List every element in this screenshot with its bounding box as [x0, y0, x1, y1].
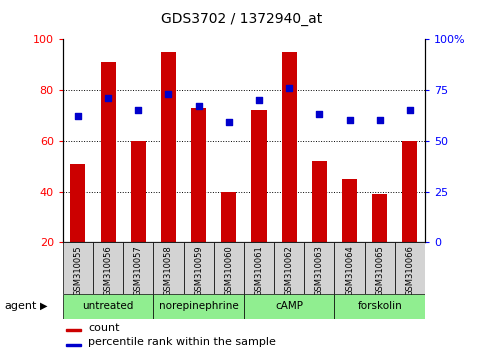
Bar [67, 329, 81, 331]
Bar [161, 52, 176, 242]
FancyBboxPatch shape [274, 242, 304, 294]
Bar [221, 192, 236, 242]
FancyBboxPatch shape [244, 294, 334, 319]
Text: GSM310063: GSM310063 [315, 245, 324, 296]
FancyBboxPatch shape [93, 242, 123, 294]
Text: GSM310055: GSM310055 [73, 245, 83, 296]
Point [74, 114, 82, 119]
FancyBboxPatch shape [334, 242, 365, 294]
FancyBboxPatch shape [395, 242, 425, 294]
Text: GSM310065: GSM310065 [375, 245, 384, 296]
Bar [71, 164, 85, 242]
Text: ▶: ▶ [40, 301, 48, 311]
Text: GSM310066: GSM310066 [405, 245, 414, 296]
FancyBboxPatch shape [365, 242, 395, 294]
Bar [372, 194, 387, 242]
FancyBboxPatch shape [63, 242, 93, 294]
Text: GSM310062: GSM310062 [284, 245, 294, 296]
Point [134, 107, 142, 113]
Bar [312, 161, 327, 242]
Bar [131, 141, 146, 242]
FancyBboxPatch shape [334, 294, 425, 319]
Text: cAMP: cAMP [275, 301, 303, 311]
Point [376, 118, 384, 123]
Point [315, 112, 323, 117]
Point [285, 85, 293, 91]
Point [406, 107, 414, 113]
FancyBboxPatch shape [184, 242, 213, 294]
Bar [100, 62, 115, 242]
Text: GSM310064: GSM310064 [345, 245, 354, 296]
Bar [191, 108, 206, 242]
Point [346, 118, 354, 123]
Text: percentile rank within the sample: percentile rank within the sample [88, 337, 276, 348]
FancyBboxPatch shape [154, 294, 244, 319]
Point [195, 103, 202, 109]
FancyBboxPatch shape [154, 242, 184, 294]
Bar [67, 344, 81, 346]
FancyBboxPatch shape [63, 294, 154, 319]
Point [104, 95, 112, 101]
Point [165, 91, 172, 97]
Text: norepinephrine: norepinephrine [159, 301, 239, 311]
Text: GSM310059: GSM310059 [194, 245, 203, 296]
Text: agent: agent [5, 301, 37, 311]
Point [255, 97, 263, 103]
FancyBboxPatch shape [123, 242, 154, 294]
Bar [282, 52, 297, 242]
Text: untreated: untreated [83, 301, 134, 311]
FancyBboxPatch shape [244, 242, 274, 294]
Bar [402, 141, 417, 242]
Text: GDS3702 / 1372940_at: GDS3702 / 1372940_at [161, 12, 322, 27]
Text: GSM310061: GSM310061 [255, 245, 264, 296]
Point [225, 120, 233, 125]
Text: count: count [88, 322, 120, 332]
FancyBboxPatch shape [213, 242, 244, 294]
Bar [252, 110, 267, 242]
FancyBboxPatch shape [304, 242, 334, 294]
Bar [342, 179, 357, 242]
Text: GSM310057: GSM310057 [134, 245, 143, 296]
Text: GSM310060: GSM310060 [224, 245, 233, 296]
Text: GSM310056: GSM310056 [103, 245, 113, 296]
Text: GSM310058: GSM310058 [164, 245, 173, 296]
Text: forskolin: forskolin [357, 301, 402, 311]
